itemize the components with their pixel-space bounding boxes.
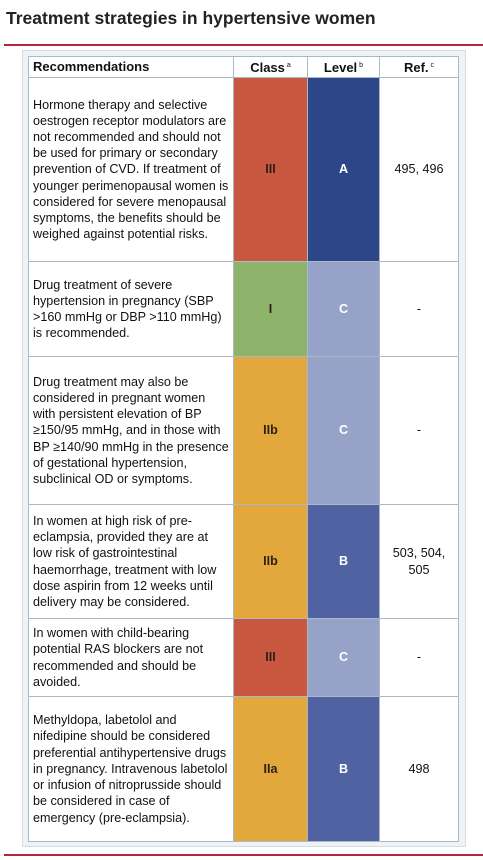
column-label: Recommendations [33,58,150,74]
reference: - [379,261,459,357]
recommendation: In women with child-bearing potential RA… [28,618,234,697]
table-row: Methyldopa, labetolol and nifedipine sho… [28,696,459,842]
reference: 495, 496 [379,77,459,262]
class-cell: IIa [233,696,308,842]
reference: - [379,356,459,505]
recommendation: Drug treatment of severe hypertension in… [28,261,234,357]
bottom-rule [4,854,483,856]
recommendation: In women at high risk of pre-eclampsia, … [28,504,234,619]
level-cell: B [307,504,380,619]
column-label: Ref. [403,59,429,75]
table-row: Drug treatment may also be considered in… [28,356,459,505]
recommendation: Drug treatment may also be considered in… [28,356,234,505]
column-label: Level [323,59,358,75]
class-cell: IIb [233,504,308,619]
class-cell: III [233,77,308,262]
column-header: Recommendations [28,56,234,78]
reference: 498 [379,696,459,842]
recommendations-table: Recommendations Class a Level b Ref. c Hormone… [28,56,459,842]
level-cell: C [307,356,380,505]
header-row: Recommendations Class a Level b Ref. c [28,56,459,78]
footnote-mark: a [286,61,291,69]
class-cell: III [233,618,308,697]
table-row: Drug treatment of severe hypertension in… [28,261,459,357]
level-cell: C [307,261,380,357]
title-rule [4,44,483,46]
column-header: Level b [307,56,380,78]
footnote-mark: b [359,61,364,69]
column-label: Class [250,59,285,75]
level-cell: C [307,618,380,697]
table-row: In women with child-bearing potential RA… [28,618,459,697]
level-cell: A [307,77,380,262]
title: Treatment strategies in hypertensive wom… [6,8,376,28]
class-cell: IIb [233,356,308,505]
class-cell: I [233,261,308,357]
column-header: Ref. c [379,56,459,78]
level-cell: B [307,696,380,842]
table-row: Hormone therapy and selective oestrogen … [28,77,459,262]
footnote-mark: c [430,61,435,69]
table-row: In women at high risk of pre-eclampsia, … [28,504,459,619]
recommendation: Methyldopa, labetolol and nifedipine sho… [28,696,234,842]
reference: 503, 504, 505 [379,504,459,619]
column-header: Class a [233,56,308,78]
recommendation: Hormone therapy and selective oestrogen … [28,77,234,262]
reference: - [379,618,459,697]
